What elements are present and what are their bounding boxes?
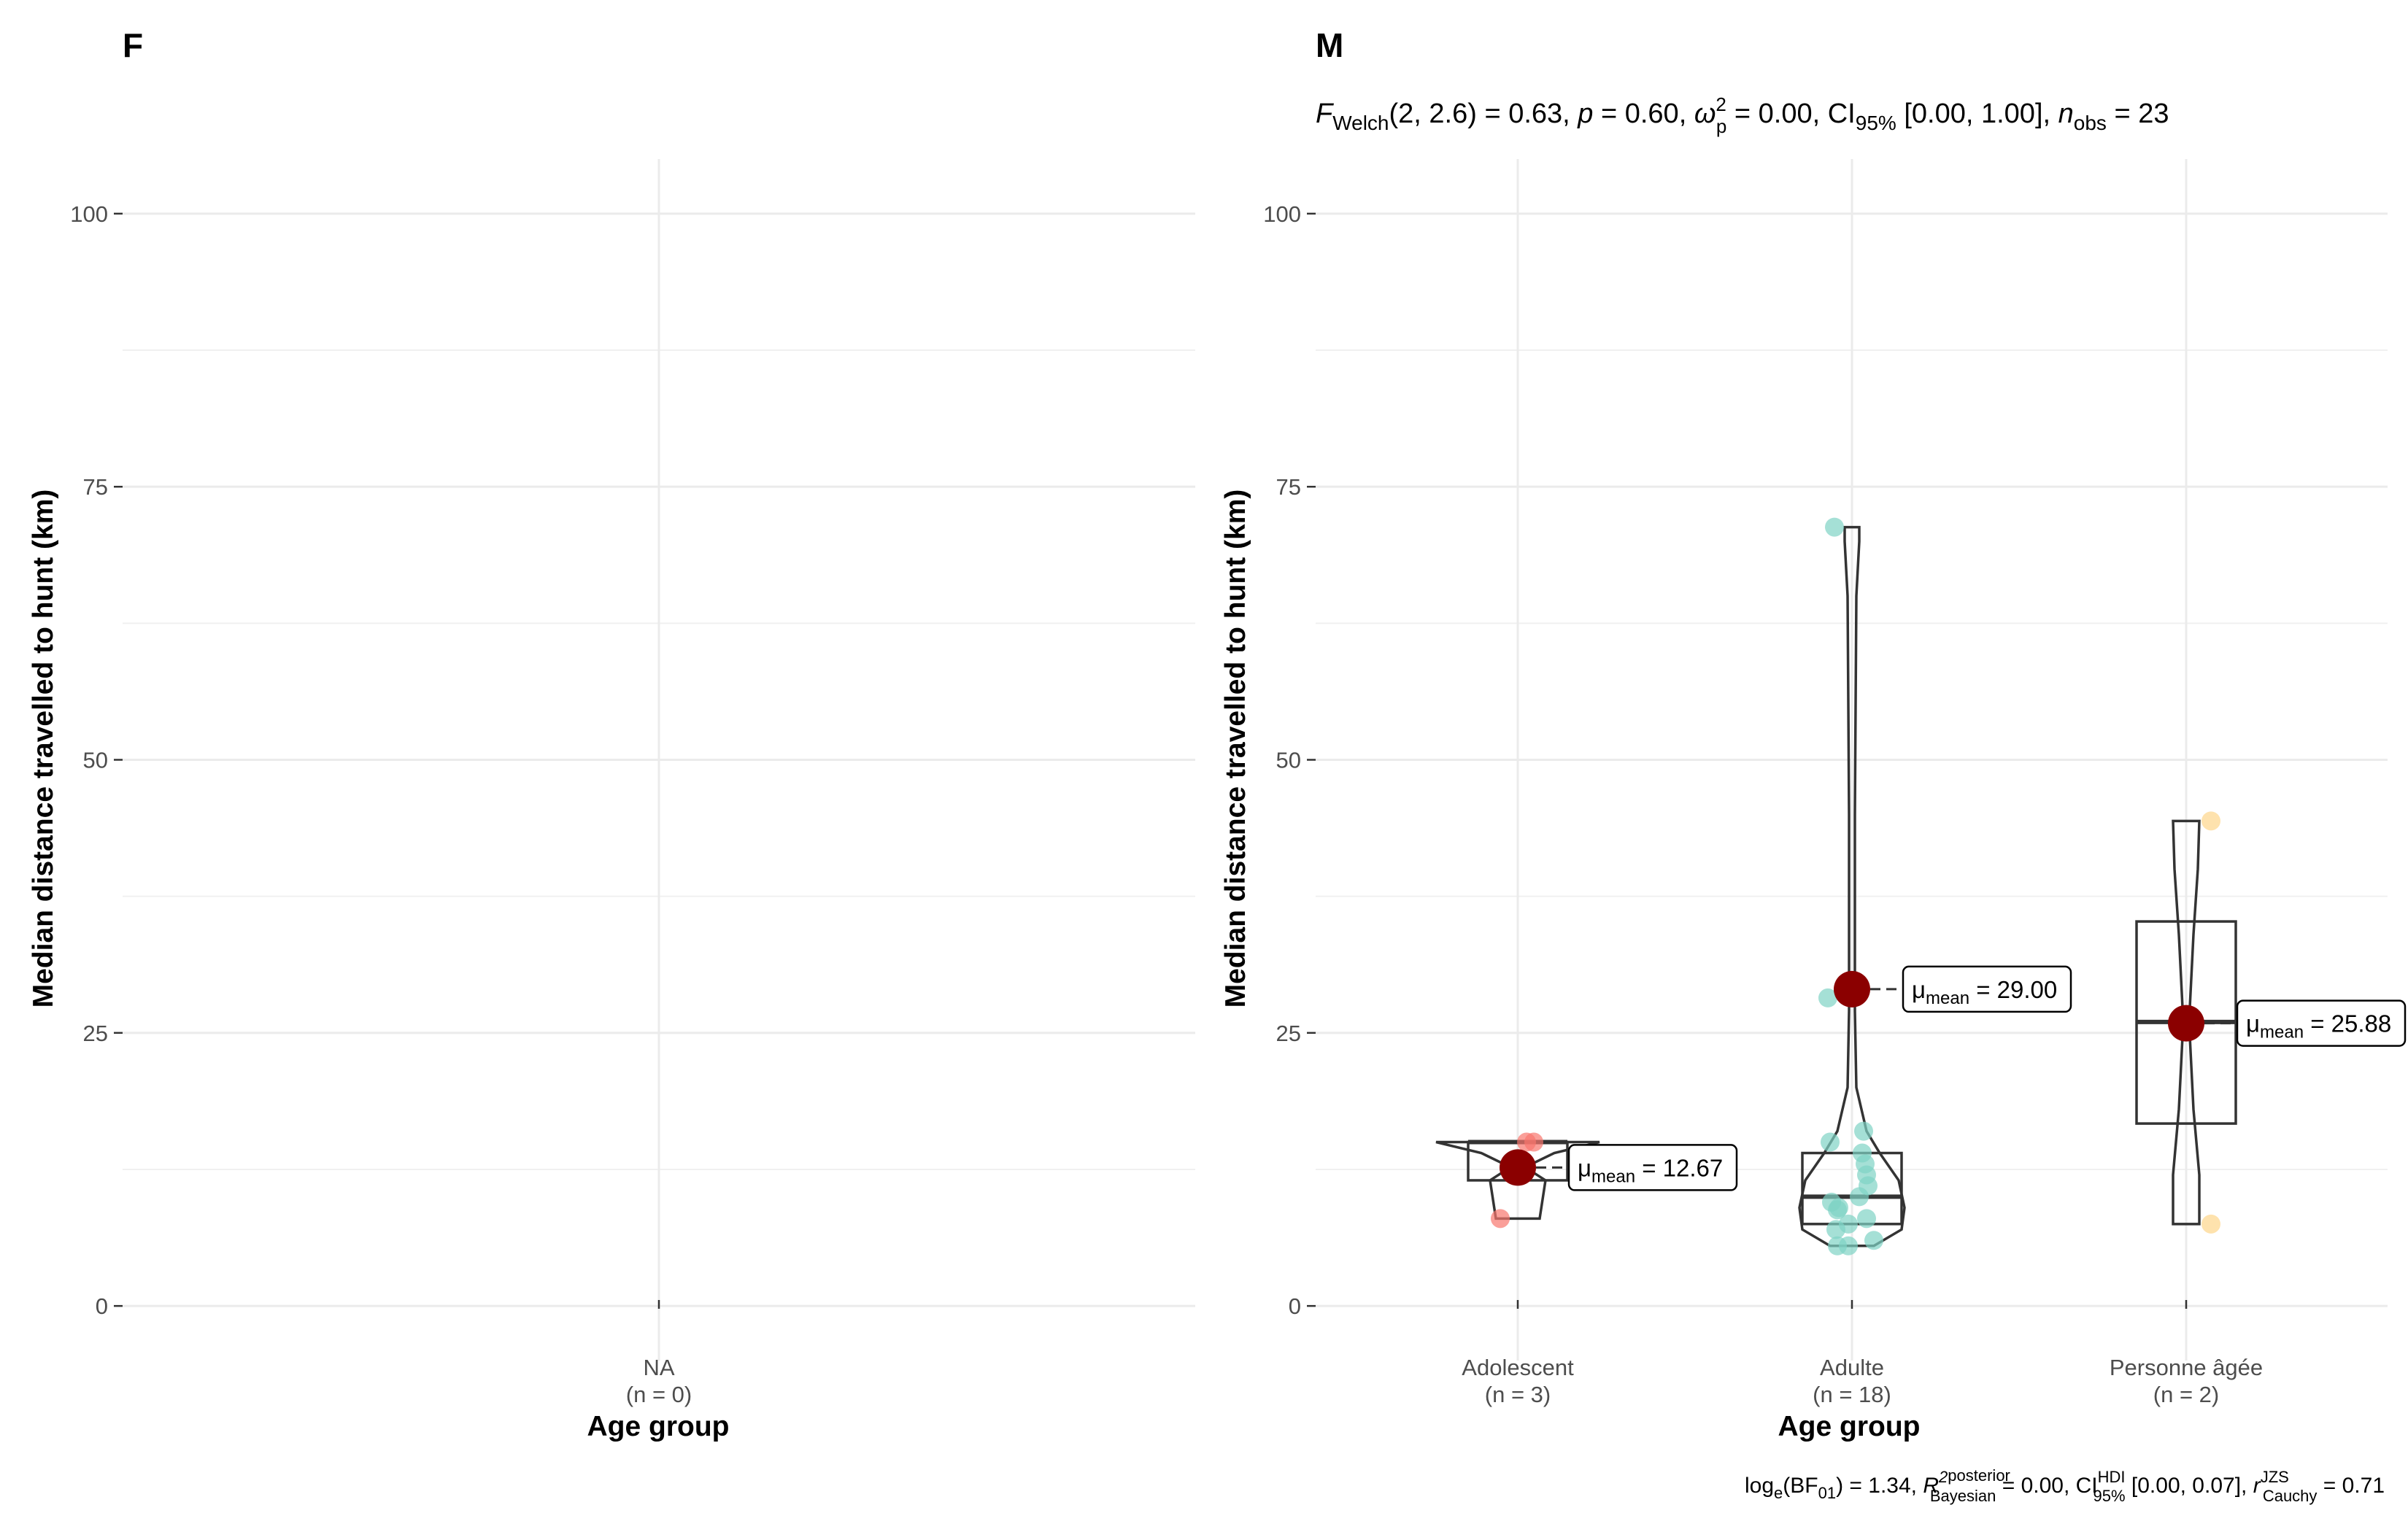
- data-point: [1864, 1231, 1883, 1250]
- panel-m-y-tick-label: 50: [1276, 748, 1301, 773]
- panel-m-x-tick-label: Adulte: [1820, 1355, 1884, 1380]
- data-point: [2201, 1214, 2220, 1234]
- panel-f-x-tick-count-label: (n = 0): [626, 1382, 692, 1407]
- mean-label: μmean = 25.88: [2246, 1010, 2391, 1042]
- mean-label-box: [1902, 965, 2072, 1013]
- panel-f-y-tick-label: 100: [70, 201, 108, 227]
- group-adolescent: μmean = 12.67: [1435, 1132, 1738, 1229]
- panel-m-y-axis-title: Median distance travelled to hunt (km): [1220, 490, 1251, 1008]
- data-point: [1850, 1187, 1869, 1207]
- panel-m: M FWelch(2, 2.6) = 0.63, p = 0.60, ω2 p =…: [1220, 26, 2407, 1505]
- mean-label: μmean = 12.67: [1578, 1154, 1723, 1186]
- panel-f: F 0 25 50 75 100 NA(n = 0) Age group Median …: [28, 26, 1195, 1442]
- violin: [2172, 819, 2201, 1226]
- panel-m-title: M: [1316, 26, 1343, 64]
- panel-m-marks: μmean = 12.67 μmean = 29.00 μmean = 25.88: [1435, 517, 2407, 1256]
- panel-m-x-tick-label: Adolescent: [1462, 1355, 1574, 1380]
- data-point: [2201, 811, 2220, 831]
- data-point: [1857, 1209, 1876, 1229]
- panel-f-x-axis: NA(n = 0): [626, 1300, 692, 1407]
- violin: [1798, 525, 1906, 1247]
- mean-label-box: [1567, 1144, 1738, 1191]
- data-point: [1491, 1209, 1510, 1229]
- panel-m-x-tick-count-label: (n = 3): [1485, 1382, 1551, 1407]
- panel-f-y-tick-label: 0: [96, 1293, 108, 1319]
- panel-m-y-tick-label: 0: [1289, 1293, 1301, 1319]
- panel-m-y-tick-label: 75: [1276, 474, 1301, 500]
- panel-m-y-tick-label: 25: [1276, 1021, 1301, 1046]
- panel-m-x-tick-count-label: (n = 18): [1813, 1382, 1891, 1407]
- data-point: [1821, 1132, 1840, 1152]
- panel-m-subtitle: FWelch(2, 2.6) = 0.63, p = 0.60, ω2 p = 0…: [1316, 93, 2169, 137]
- mean-label: μmean = 29.00: [1912, 976, 2057, 1008]
- data-point: [1828, 1200, 1847, 1220]
- panel-m-y-axis: 0 25 50 75 100: [1263, 201, 1316, 1319]
- panel-m-x-tick-count-label: (n = 2): [2153, 1382, 2219, 1407]
- data-point: [1839, 1236, 1858, 1256]
- panel-m-x-axis: Adolescent(n = 3) Adulte(n = 18) Personne …: [1462, 1300, 2263, 1407]
- mean-point: [1834, 970, 1870, 1007]
- panel-f-y-tick-label: 25: [83, 1021, 108, 1046]
- panel-f-title: F: [123, 26, 143, 64]
- panel-f-y-axis: 0 25 50 75 100: [70, 201, 123, 1319]
- data-point: [1818, 988, 1837, 1007]
- panel-f-y-axis-title: Median distance travelled to hunt (km): [28, 490, 59, 1008]
- data-point: [1524, 1132, 1543, 1152]
- panel-f-x-tick-label: NA: [643, 1355, 674, 1380]
- panel-m-grid: [1316, 159, 2388, 1361]
- panel-f-x-axis-title: Age group: [587, 1411, 730, 1442]
- panel-f-y-tick-label: 50: [83, 748, 108, 773]
- panel-m-caption: loge(BF01) = 1.34, R2posterior Bayesian =…: [1745, 1466, 2385, 1505]
- panel-f-grid: [123, 159, 1195, 1361]
- panel-f-y-tick-label: 75: [83, 474, 108, 500]
- mean-point: [1500, 1149, 1536, 1186]
- data-point: [1854, 1121, 1873, 1141]
- panel-m-x-axis-title: Age group: [1778, 1411, 1921, 1442]
- group-adulte: μmean = 29.00: [1798, 517, 2072, 1256]
- panel-m-x-tick-label: Personne âgée: [2110, 1355, 2263, 1380]
- data-point: [1825, 517, 1844, 537]
- mean-point: [2168, 1005, 2204, 1042]
- panel-m-y-tick-label: 100: [1263, 201, 1301, 227]
- data-point: [1826, 1220, 1845, 1239]
- group-personne-g-e: μmean = 25.88: [2135, 811, 2407, 1234]
- mean-label-box: [2236, 999, 2407, 1047]
